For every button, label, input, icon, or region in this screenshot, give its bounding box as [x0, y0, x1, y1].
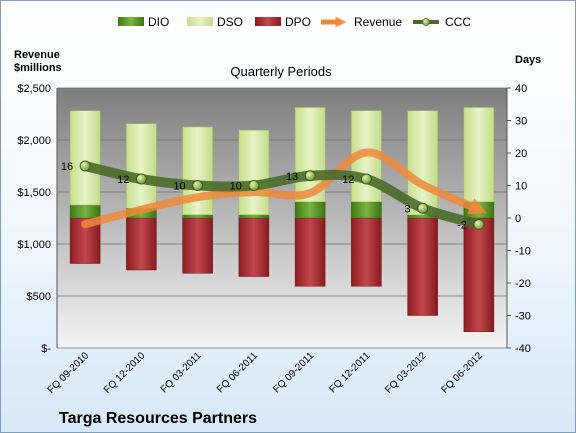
ccc-data-label: 3	[405, 203, 411, 215]
ccc-data-label: 16	[61, 161, 73, 173]
right-tick-label: -10	[515, 246, 531, 258]
right-tick-label: -40	[515, 343, 531, 355]
bar-dso	[238, 130, 270, 215]
bar-dio	[294, 201, 326, 219]
left-axis-title-line1: Revenue	[14, 49, 60, 61]
bar-dio	[69, 204, 101, 219]
legend-label-dso: DSO	[217, 15, 243, 29]
revenue-line	[81, 148, 487, 229]
company-name: Targa Resources Partners	[59, 410, 257, 427]
right-axis-title: Days	[515, 54, 541, 66]
left-tick-label: $1,000	[17, 239, 51, 251]
ccc-data-label: 10	[230, 181, 242, 193]
ccc-point	[192, 180, 204, 191]
bar-dpo	[407, 217, 438, 316]
right-axis: -40 -30 -20 -10 0 10 20 30 40	[506, 83, 531, 355]
ccc-point	[304, 170, 316, 182]
ccc-data-label: -2	[457, 220, 467, 232]
bar-dso	[69, 110, 101, 206]
right-tick-label: 30	[515, 116, 527, 128]
ccc-line	[80, 161, 484, 230]
legend-label-dio: DIO	[148, 15, 169, 29]
left-tick-label: $2,500	[17, 83, 51, 95]
legend-label-revenue: Revenue	[354, 15, 402, 29]
ccc-point	[417, 202, 429, 214]
ccc-point	[360, 173, 372, 185]
x-tick-label: FQ 06-2011	[215, 350, 260, 395]
ccc-series: 16 12 10 10 13 12 3 -2	[61, 160, 485, 232]
right-tick-label: -20	[515, 278, 531, 290]
bar-dpo	[463, 217, 495, 332]
left-tick-label: $-	[41, 343, 51, 355]
ccc-data-label: 13	[286, 171, 298, 183]
bar-dpo	[294, 217, 326, 287]
ccc-point	[79, 160, 91, 172]
bar-dio	[238, 214, 270, 219]
bar-dpo	[238, 217, 270, 277]
legend-swatch-dpo	[255, 17, 281, 26]
right-tick-label: 0	[515, 213, 521, 225]
ccc-point	[135, 173, 147, 185]
x-tick-label: FQ 06-2012	[439, 350, 485, 396]
x-tick-label: FQ 12-2010	[102, 350, 148, 396]
bar-dso	[463, 107, 495, 202]
legend-swatch-ccc-dot	[422, 18, 430, 26]
chart-title: Quarterly Periods	[230, 64, 332, 79]
ccc-data-label: 12	[117, 174, 129, 186]
right-tick-label: 20	[515, 148, 527, 160]
legend-label-dpo: DPO	[285, 15, 311, 29]
x-tick-label: FQ 12-2011	[328, 350, 373, 395]
legend-label-ccc: CCC	[445, 15, 471, 29]
x-tick-label: FQ 03-2012	[383, 350, 429, 396]
bar-dio	[351, 201, 382, 219]
x-tick-label: FQ 09-2010	[46, 350, 92, 396]
ccc-data-label: 12	[342, 174, 354, 186]
x-axis: FQ 09-2010 FQ 12-2010 FQ 03-2011 FQ 06-2011…	[46, 350, 486, 396]
bar-dpo	[126, 217, 157, 271]
left-axis-title-line2: $millions	[14, 62, 62, 74]
bar-dso	[407, 110, 438, 215]
chart-legend: DIO DSO DPO Revenue CCC	[118, 15, 471, 29]
left-tick-label: $1,500	[17, 187, 51, 199]
legend-swatch-dio	[118, 17, 144, 26]
ccc-data-label: 10	[173, 181, 185, 193]
ccc-point	[473, 219, 485, 230]
revenue-series	[81, 148, 487, 229]
left-axis: $- $500 $1,000 $1,500 $2,000 $2,500	[17, 83, 58, 355]
bar-dso	[126, 123, 157, 209]
right-tick-label: 10	[515, 181, 527, 193]
bar-dio	[182, 214, 213, 219]
x-tick-label: FQ 09-2011	[271, 350, 316, 395]
left-tick-label: $2,000	[17, 135, 51, 147]
bar-dpo	[351, 217, 382, 287]
right-tick-label: -30	[515, 311, 531, 323]
bar-dpo	[182, 217, 213, 274]
ccc-point	[248, 180, 260, 191]
legend-swatch-dso	[187, 17, 213, 26]
left-tick-label: $500	[27, 291, 51, 303]
right-tick-label: 40	[515, 83, 527, 95]
x-tick-label: FQ 03-2011	[159, 350, 204, 395]
